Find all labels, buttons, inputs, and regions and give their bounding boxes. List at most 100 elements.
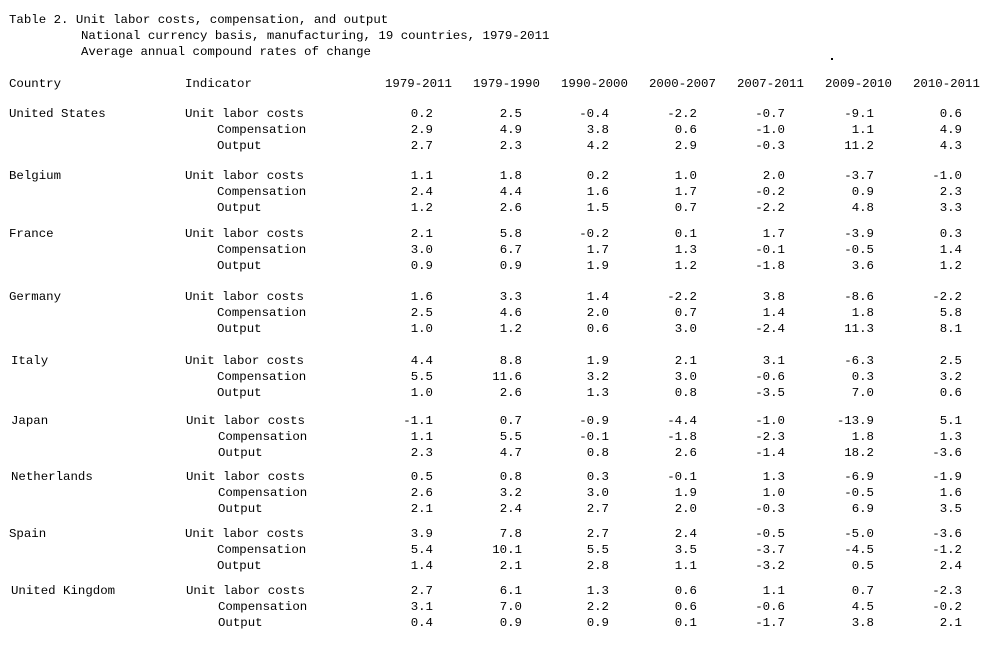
indicator-label: Output — [217, 322, 262, 336]
value-cell: -0.2 — [579, 227, 609, 241]
value-cell: 1.2 — [410, 201, 433, 215]
value-cell: 3.5 — [939, 502, 962, 516]
country-name: Netherlands — [11, 470, 93, 484]
value-cell: 2.7 — [586, 527, 609, 541]
indicator-label: Compensation — [217, 123, 307, 137]
value-cell: -3.5 — [755, 386, 785, 400]
value-cell: 4.4 — [499, 185, 522, 199]
value-cell: 2.8 — [586, 559, 609, 573]
period-header: 2007-2011 — [737, 77, 804, 91]
value-cell: 0.3 — [851, 370, 874, 384]
value-cell: 1.0 — [410, 322, 433, 336]
title-line-2: National currency basis, manufacturing, … — [81, 29, 550, 43]
value-cell: 0.7 — [499, 414, 522, 428]
indicator-label: Unit labor costs — [186, 470, 305, 484]
indicator-label: Output — [217, 139, 262, 153]
value-cell: 2.0 — [674, 502, 697, 516]
value-cell: 1.7 — [586, 243, 609, 257]
value-cell: -0.1 — [579, 430, 609, 444]
indicator-label: Unit labor costs — [185, 169, 304, 183]
period-header: 1990-2000 — [561, 77, 628, 91]
value-cell: -2.3 — [755, 430, 785, 444]
value-cell: 1.9 — [586, 259, 609, 273]
value-cell: 1.3 — [674, 243, 697, 257]
value-cell: 2.1 — [410, 502, 433, 516]
value-cell: 1.4 — [586, 290, 609, 304]
value-cell: 6.1 — [499, 584, 522, 598]
country-name: France — [9, 227, 54, 241]
value-cell: 0.2 — [410, 107, 433, 121]
value-cell: -1.1 — [403, 414, 433, 428]
value-cell: 3.5 — [674, 543, 697, 557]
indicator-label: Output — [218, 616, 263, 630]
country-name: United Kingdom — [11, 584, 116, 598]
value-cell: 5.1 — [939, 414, 962, 428]
value-cell: -4.5 — [844, 543, 874, 557]
value-cell: 5.5 — [499, 430, 522, 444]
indicator-label: Compensation — [217, 370, 307, 384]
value-cell: 1.9 — [674, 486, 697, 500]
value-cell: 1.7 — [762, 227, 785, 241]
value-cell: 1.4 — [939, 243, 962, 257]
value-cell: 2.6 — [499, 386, 522, 400]
value-cell: 18.2 — [844, 446, 874, 460]
indicator-label: Unit labor costs — [185, 227, 304, 241]
value-cell: 0.9 — [410, 259, 433, 273]
value-cell: 1.0 — [762, 486, 785, 500]
value-cell: -4.4 — [667, 414, 697, 428]
value-cell: 5.5 — [586, 543, 609, 557]
value-cell: 1.2 — [939, 259, 962, 273]
value-cell: 1.3 — [939, 430, 962, 444]
value-cell: -5.0 — [844, 527, 874, 541]
value-cell: -1.0 — [755, 414, 785, 428]
value-cell: 2.4 — [410, 185, 433, 199]
value-cell: 0.8 — [586, 446, 609, 460]
value-cell: -0.6 — [755, 370, 785, 384]
period-header: 1979-1990 — [473, 77, 540, 91]
value-cell: 2.2 — [586, 600, 609, 614]
value-cell: -0.5 — [755, 527, 785, 541]
value-cell: 3.0 — [674, 370, 697, 384]
value-cell: 8.8 — [499, 354, 522, 368]
value-cell: 5.8 — [939, 306, 962, 320]
value-cell: 1.7 — [674, 185, 697, 199]
value-cell: 2.5 — [410, 306, 433, 320]
indicator-label: Output — [217, 201, 262, 215]
value-cell: -0.9 — [579, 414, 609, 428]
value-cell: -13.9 — [836, 414, 874, 428]
value-cell: 1.2 — [499, 322, 522, 336]
value-cell: 3.1 — [762, 354, 785, 368]
value-cell: 2.7 — [586, 502, 609, 516]
value-cell: 0.7 — [851, 584, 874, 598]
value-cell: -0.7 — [755, 107, 785, 121]
value-cell: 3.8 — [586, 123, 609, 137]
value-cell: 1.1 — [674, 559, 697, 573]
value-cell: 1.6 — [939, 486, 962, 500]
value-cell: 11.3 — [844, 322, 874, 336]
value-cell: 2.3 — [499, 139, 522, 153]
value-cell: 1.1 — [410, 430, 433, 444]
value-cell: 0.9 — [851, 185, 874, 199]
period-header: 2000-2007 — [649, 77, 716, 91]
value-cell: 4.6 — [499, 306, 522, 320]
value-cell: -2.2 — [667, 290, 697, 304]
value-cell: 0.6 — [939, 107, 962, 121]
value-cell: 0.6 — [674, 600, 697, 614]
value-cell: 1.2 — [674, 259, 697, 273]
value-cell: -6.9 — [844, 470, 874, 484]
value-cell: 0.2 — [586, 169, 609, 183]
value-cell: 1.4 — [762, 306, 785, 320]
value-cell: 2.0 — [586, 306, 609, 320]
value-cell: 0.1 — [674, 616, 697, 630]
value-cell: -0.6 — [755, 600, 785, 614]
country-name: Japan — [11, 414, 49, 428]
value-cell: 2.1 — [410, 227, 433, 241]
value-cell: 3.2 — [499, 486, 522, 500]
value-cell: 2.7 — [410, 139, 433, 153]
value-cell: -0.1 — [667, 470, 697, 484]
value-cell: 3.6 — [851, 259, 874, 273]
indicator-header: Indicator — [185, 77, 252, 91]
value-cell: 1.5 — [586, 201, 609, 215]
value-cell: -2.2 — [667, 107, 697, 121]
indicator-label: Output — [217, 559, 262, 573]
